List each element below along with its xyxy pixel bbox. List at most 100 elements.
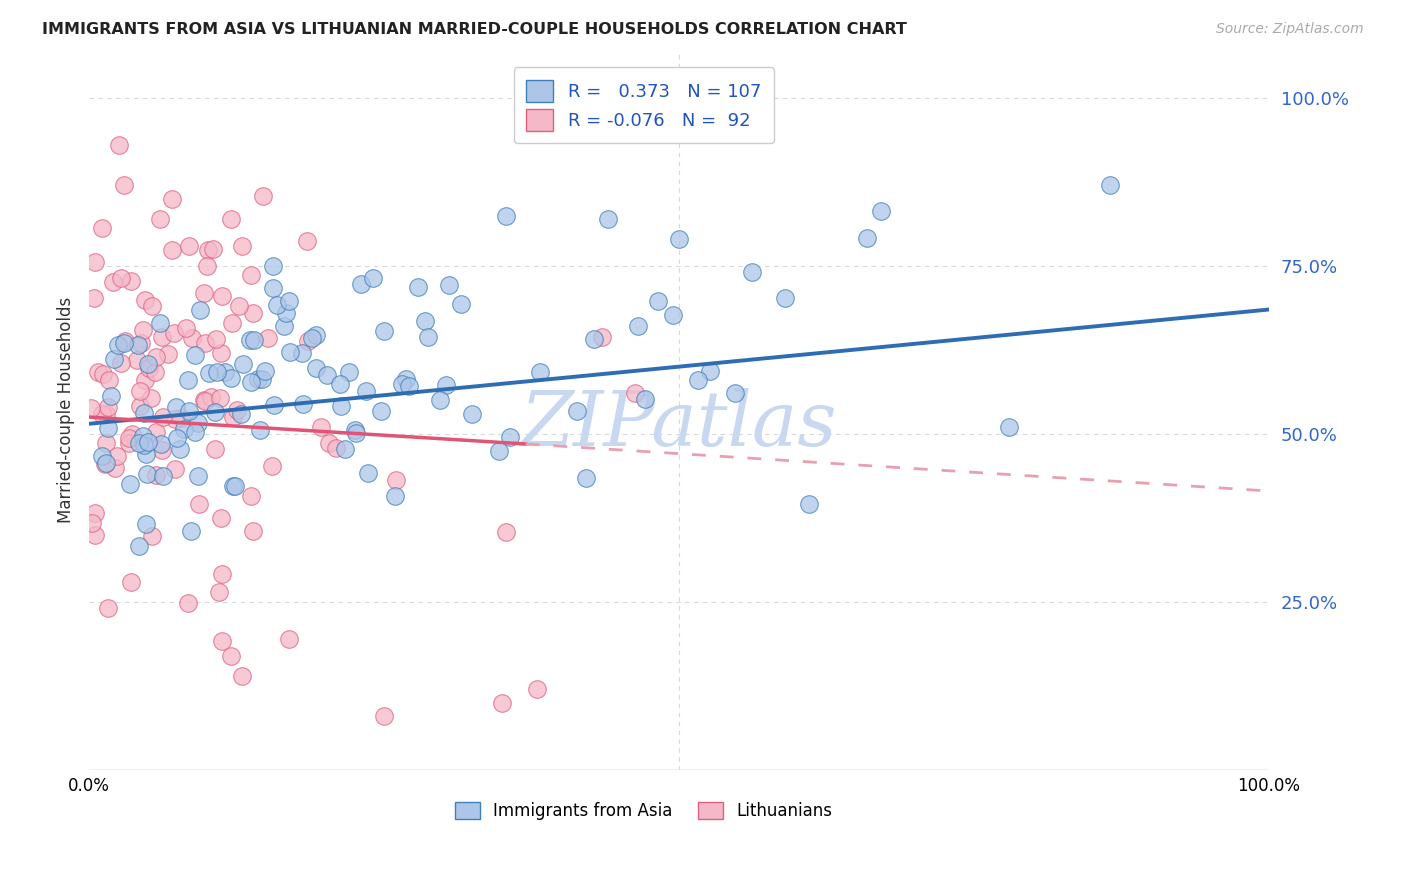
- Point: [117, 431, 139, 445]
- Point: [488, 443, 510, 458]
- Point: [316, 368, 339, 382]
- Point: [120, 477, 142, 491]
- Point: [252, 372, 274, 386]
- Point: [499, 430, 522, 444]
- Point: [329, 376, 352, 391]
- Point: [295, 234, 318, 248]
- Point: [373, 324, 395, 338]
- Point: [177, 373, 200, 387]
- Point: [129, 384, 152, 398]
- Point: [150, 437, 173, 451]
- Point: [163, 326, 186, 341]
- Point: [741, 265, 763, 279]
- Point: [165, 401, 187, 415]
- Point: [416, 330, 439, 344]
- Point: [243, 333, 266, 347]
- Point: [149, 211, 172, 226]
- Point: [239, 375, 262, 389]
- Point: [309, 420, 332, 434]
- Point: [152, 469, 174, 483]
- Point: [662, 308, 685, 322]
- Point: [208, 585, 231, 599]
- Point: [260, 459, 283, 474]
- Point: [350, 277, 373, 291]
- Point: [134, 293, 156, 307]
- Point: [209, 511, 232, 525]
- Point: [398, 378, 420, 392]
- Point: [337, 365, 360, 379]
- Point: [165, 411, 187, 425]
- Point: [204, 442, 226, 456]
- Point: [193, 286, 215, 301]
- Point: [177, 596, 200, 610]
- Point: [305, 327, 328, 342]
- Point: [239, 268, 262, 282]
- Point: [256, 330, 278, 344]
- Point: [200, 390, 222, 404]
- Point: [177, 404, 200, 418]
- Point: [249, 423, 271, 437]
- Point: [135, 447, 157, 461]
- Point: [112, 335, 135, 350]
- Point: [94, 456, 117, 470]
- Point: [856, 231, 879, 245]
- Point: [219, 211, 242, 226]
- Point: [145, 350, 167, 364]
- Point: [94, 407, 117, 421]
- Point: [91, 221, 114, 235]
- Point: [118, 435, 141, 450]
- Point: [263, 398, 285, 412]
- Point: [395, 372, 418, 386]
- Point: [187, 497, 209, 511]
- Point: [1098, 178, 1121, 193]
- Point: [169, 411, 191, 425]
- Point: [565, 404, 588, 418]
- Point: [86, 365, 108, 379]
- Point: [278, 294, 301, 309]
- Point: [330, 400, 353, 414]
- Point: [127, 338, 149, 352]
- Point: [97, 421, 120, 435]
- Point: [460, 407, 482, 421]
- Point: [575, 471, 598, 485]
- Point: [129, 399, 152, 413]
- Point: [434, 377, 457, 392]
- Point: [205, 365, 228, 379]
- Point: [141, 391, 163, 405]
- Point: [97, 600, 120, 615]
- Point: [226, 403, 249, 417]
- Point: [138, 360, 160, 375]
- Point: [252, 189, 274, 203]
- Point: [179, 238, 201, 252]
- Point: [188, 302, 211, 317]
- Point: [240, 489, 263, 503]
- Point: [305, 360, 328, 375]
- Point: [145, 365, 167, 379]
- Point: [301, 331, 323, 345]
- Point: [84, 255, 107, 269]
- Point: [101, 275, 124, 289]
- Point: [325, 442, 347, 456]
- Point: [187, 416, 209, 430]
- Point: [128, 539, 150, 553]
- Point: [254, 364, 277, 378]
- Point: [197, 244, 219, 258]
- Point: [668, 232, 690, 246]
- Point: [166, 431, 188, 445]
- Point: [103, 351, 125, 366]
- Point: [149, 316, 172, 330]
- Point: [152, 409, 174, 424]
- Point: [97, 400, 120, 414]
- Text: IMMIGRANTS FROM ASIA VS LITHUANIAN MARRIED-COUPLE HOUSEHOLDS CORRELATION CHART: IMMIGRANTS FROM ASIA VS LITHUANIAN MARRI…: [42, 22, 907, 37]
- Point: [221, 316, 243, 330]
- Point: [173, 422, 195, 436]
- Point: [131, 336, 153, 351]
- Point: [194, 393, 217, 408]
- Point: [134, 373, 156, 387]
- Point: [97, 373, 120, 387]
- Point: [391, 376, 413, 391]
- Point: [222, 479, 245, 493]
- Point: [80, 401, 103, 416]
- Point: [373, 709, 395, 723]
- Point: [132, 438, 155, 452]
